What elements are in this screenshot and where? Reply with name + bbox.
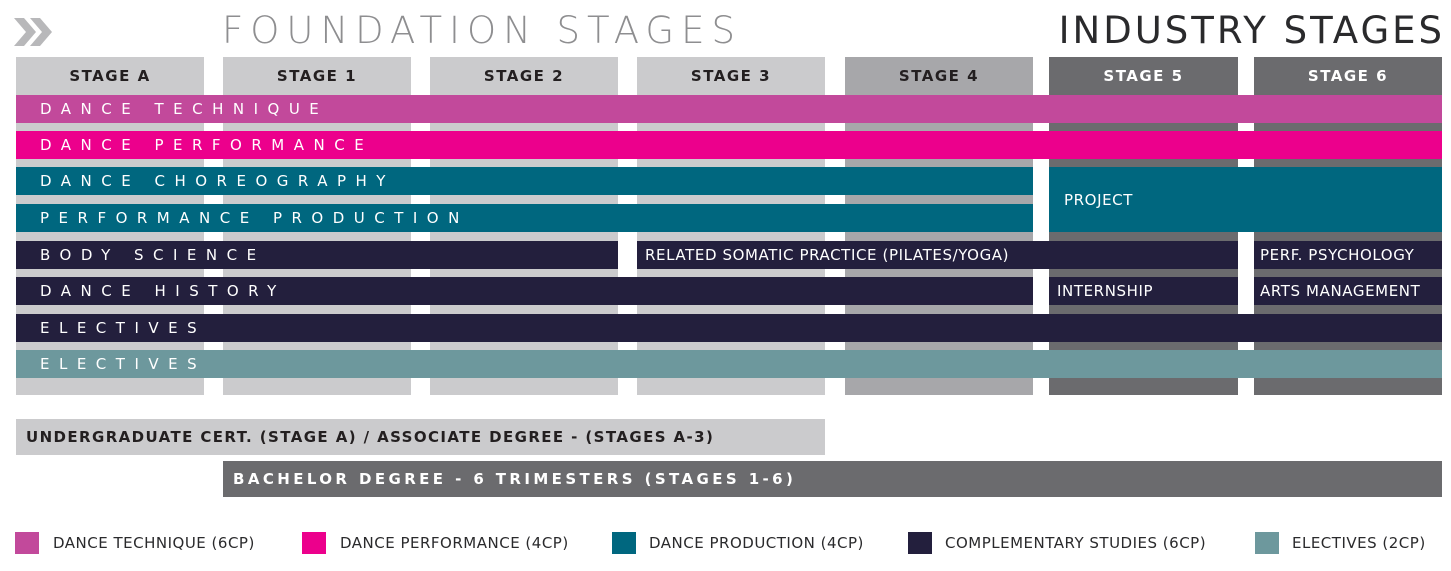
internship-bar: INTERNSHIP (1049, 277, 1238, 305)
legend-swatch-dance-technique (15, 532, 39, 554)
project-bar: PROJECT (1049, 167, 1442, 232)
somatic-practice-bar: RELATED SOMATIC PRACTICE (PILATES/YOGA) (637, 241, 1238, 269)
stage-2-header: STAGE 2 (483, 66, 565, 85)
body-science-bar: BODY SCIENCE (16, 241, 618, 269)
legend-label-dance-performance: DANCE PERFORMANCE (4CP) (340, 534, 569, 552)
dance-history-bar: DANCE HISTORY (16, 277, 1033, 305)
stage-4-header: STAGE 4 (898, 66, 980, 85)
stage-1-header: STAGE 1 (276, 66, 358, 85)
dance-performance-bar: DANCE PERFORMANCE (16, 131, 1442, 159)
legend-label-dance-production: DANCE PRODUCTION (4CP) (649, 534, 864, 552)
dance-technique-bar: DANCE TECHNIQUE (16, 95, 1442, 123)
undergraduate-degree-bar: UNDERGRADUATE CERT. (STAGE A) / ASSOCIAT… (16, 419, 825, 455)
legend-label-complementary-studies: COMPLEMENTARY STUDIES (6CP) (945, 534, 1207, 552)
bachelor-degree-bar: BACHELOR DEGREE - 6 TRIMESTERS (STAGES 1… (223, 461, 1442, 497)
industry-stages-title: INDUSTRY STAGES (1058, 9, 1445, 52)
perf-psychology-bar: PERF. PSYCHOLOGY (1254, 241, 1442, 269)
legend-swatch-electives (1255, 532, 1279, 554)
legend-label-dance-technique: DANCE TECHNIQUE (6CP) (53, 534, 255, 552)
legend-swatch-dance-performance (302, 532, 326, 554)
stage-6-header: STAGE 6 (1307, 66, 1389, 85)
electives-bar: ELECTIVES (16, 350, 1442, 378)
double-chevron-icon (14, 18, 52, 46)
stage-a-header: STAGE A (69, 66, 151, 85)
dance-choreography-bar: DANCE CHOREOGRAPHY (16, 167, 1033, 195)
legend-swatch-complementary-studies (908, 532, 932, 554)
stage-3-header: STAGE 3 (690, 66, 772, 85)
legend-swatch-dance-production (612, 532, 636, 554)
stage-5-header: STAGE 5 (1103, 66, 1184, 85)
performance-production-bar: PERFORMANCE PRODUCTION (16, 204, 1033, 232)
legend-label-electives: ELECTIVES (2CP) (1292, 534, 1426, 552)
foundation-stages-title: FOUNDATION STAGES (222, 9, 742, 52)
electives-complementary-bar: ELECTIVES (16, 314, 1442, 342)
arts-management-bar: ARTS MANAGEMENT (1254, 277, 1442, 305)
